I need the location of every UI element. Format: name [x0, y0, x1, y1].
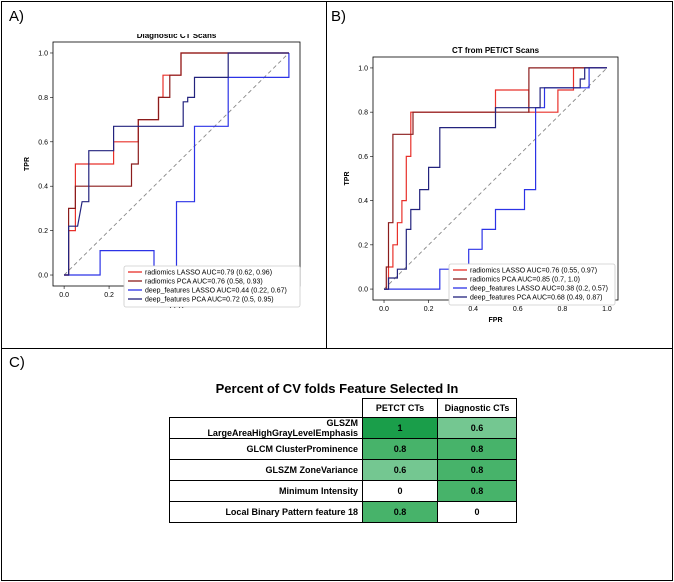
- y-tick-label: 0.4: [358, 198, 368, 205]
- y-tick-label: 0.8: [358, 110, 368, 117]
- legend-entry: deep_features PCA AUC=0.68 (0.49, 0.87): [470, 295, 603, 302]
- panel-divider-horizontal: [1, 348, 673, 349]
- y-tick-label: 0.2: [358, 242, 368, 249]
- row-label: GLCM ClusterProminence: [169, 438, 363, 460]
- table-row: Minimum Intensity 0 0.8: [169, 480, 517, 502]
- feature-selection-table: PETCT CTs Diagnostic CTs GLSZM LargeArea…: [169, 398, 517, 523]
- x-tick-label: 1.0: [602, 306, 612, 313]
- x-tick-label: 0.2: [104, 292, 114, 299]
- roc-series-line-4: [64, 52, 289, 276]
- cell-petct: 0.8: [362, 438, 438, 460]
- roc-series-line-2: [64, 52, 289, 276]
- x-axis-label: FPR: [489, 317, 503, 324]
- y-tick-label: 0.0: [358, 287, 368, 294]
- table-title: Percent of CV folds Feature Selected In: [215, 381, 459, 396]
- cell-diagnostic: 0: [437, 501, 517, 523]
- roc-series-line-2: [384, 67, 607, 290]
- y-tick-label: 0.6: [358, 154, 368, 161]
- cell-diagnostic: 0.8: [437, 459, 517, 481]
- roc-chart-diagnostic: Diagnostic CT ScansFPRTPR0.00.20.40.60.8…: [24, 34, 301, 310]
- legend-entry: deep_features LASSO AUC=0.44 (0.22, 0.67…: [145, 288, 287, 295]
- x-tick-label: 0.8: [558, 306, 568, 313]
- panel-label-b: B): [331, 8, 346, 25]
- table-corner: [170, 399, 363, 418]
- table-row: GLCM ClusterProminence 0.8 0.8: [169, 438, 517, 460]
- roc-series-line-1: [384, 67, 607, 290]
- y-tick-label: 1.0: [38, 50, 48, 57]
- table-row: Local Binary Pattern feature 18 0.8 0: [169, 501, 517, 523]
- x-tick-label: 0.4: [468, 306, 478, 313]
- row-label: Minimum Intensity: [169, 480, 363, 502]
- y-tick-label: 0.2: [38, 228, 48, 235]
- y-tick-label: 0.4: [38, 184, 48, 191]
- panel-label-c: C): [9, 354, 25, 371]
- y-tick-label: 0.6: [38, 139, 48, 146]
- cell-diagnostic: 0.6: [437, 417, 517, 439]
- roc-chart-petct: CT from PET/CT Scans FPR TPR 0.0 0.2 0.4 0.6 0.…: [344, 46, 619, 324]
- row-label: GLSZM ZoneVariance: [169, 459, 363, 481]
- legend-entry: radiomics PCA AUC=0.76 (0.58, 0.93): [145, 279, 263, 286]
- legend-entry: deep_features LASSO AUC=0.38 (0.2, 0.57): [470, 286, 608, 293]
- cell-diagnostic: 0.8: [437, 438, 517, 460]
- chance-diagonal: [63, 52, 290, 276]
- cell-petct: 0.8: [362, 501, 438, 523]
- x-tick-label: 0.0: [379, 306, 389, 313]
- panel-label-a: A): [9, 8, 24, 25]
- col-header-diagnostic: Diagnostic CTs: [437, 398, 517, 418]
- panel-divider-vertical: [326, 1, 327, 349]
- legend-entry: radiomics LASSO AUC=0.79 (0.62, 0.96): [145, 270, 272, 277]
- cell-diagnostic: 0.8: [437, 480, 517, 502]
- legend-entry: deep_features PCA AUC=0.72 (0.5, 0.95): [145, 297, 274, 304]
- row-label: GLSZM LargeAreaHighGrayLevelEmphasis: [169, 417, 363, 439]
- cell-petct: 1: [362, 417, 438, 439]
- x-tick-label: 0.6: [513, 306, 523, 313]
- legend-entry: radiomics LASSO AUC=0.76 (0.55, 0.97): [470, 268, 597, 275]
- chart-title: CT from PET/CT Scans: [452, 46, 540, 55]
- chart-title: Diagnostic CT Scans: [137, 34, 217, 40]
- roc-series-line-4: [384, 67, 607, 290]
- legend-entry: radiomics PCA AUC=0.85 (0.7, 1.0): [470, 277, 580, 284]
- chance-diagonal: [383, 67, 608, 290]
- y-axis-label: TPR: [24, 157, 31, 171]
- table-row: GLSZM ZoneVariance 0.6 0.8: [169, 459, 517, 481]
- legend-box: [123, 265, 301, 308]
- x-tick-label: 0.2: [424, 306, 434, 313]
- table-row: GLSZM LargeAreaHighGrayLevelEmphasis 1 0…: [169, 417, 517, 439]
- y-tick-label: 0.0: [38, 273, 48, 280]
- cell-petct: 0.6: [362, 459, 438, 481]
- y-tick-label: 1.0: [358, 65, 368, 72]
- x-tick-label: 0.0: [59, 292, 69, 299]
- legend-box: [448, 263, 616, 306]
- cell-petct: 0: [362, 480, 438, 502]
- row-label: Local Binary Pattern feature 18: [169, 501, 363, 523]
- col-header-petct: PETCT CTs: [362, 398, 438, 418]
- y-axis-label: TPR: [344, 172, 351, 186]
- y-tick-label: 0.8: [38, 95, 48, 102]
